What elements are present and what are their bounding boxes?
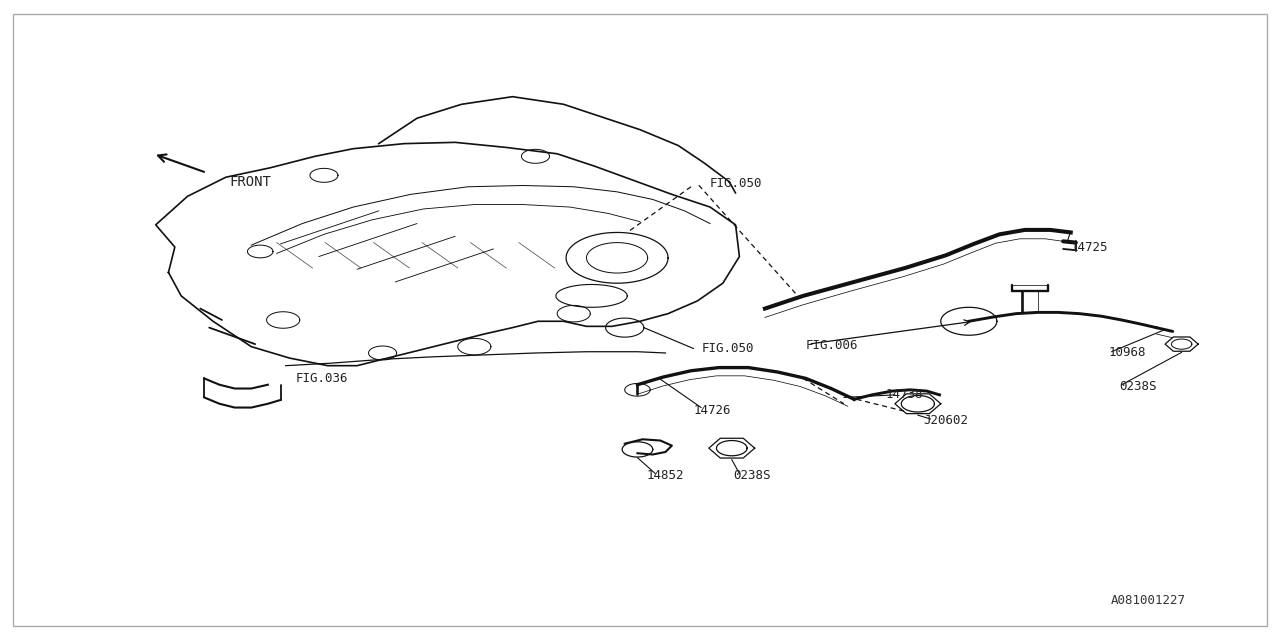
Text: A081001227: A081001227 bbox=[1111, 594, 1185, 607]
Text: FRONT: FRONT bbox=[229, 175, 271, 189]
Text: 14852: 14852 bbox=[646, 469, 684, 482]
Text: 0238S: 0238S bbox=[1119, 380, 1157, 393]
Text: 14726: 14726 bbox=[694, 404, 731, 417]
Text: J20602: J20602 bbox=[923, 413, 968, 427]
Text: FIG.036: FIG.036 bbox=[296, 372, 348, 385]
Text: 14725: 14725 bbox=[1071, 241, 1108, 253]
Text: FIG.050: FIG.050 bbox=[710, 177, 763, 190]
Text: FIG.006: FIG.006 bbox=[805, 339, 858, 352]
Text: 14738: 14738 bbox=[886, 388, 923, 401]
Text: 10968: 10968 bbox=[1108, 346, 1147, 360]
Text: 0238S: 0238S bbox=[733, 469, 771, 482]
Text: FIG.050: FIG.050 bbox=[701, 342, 754, 355]
